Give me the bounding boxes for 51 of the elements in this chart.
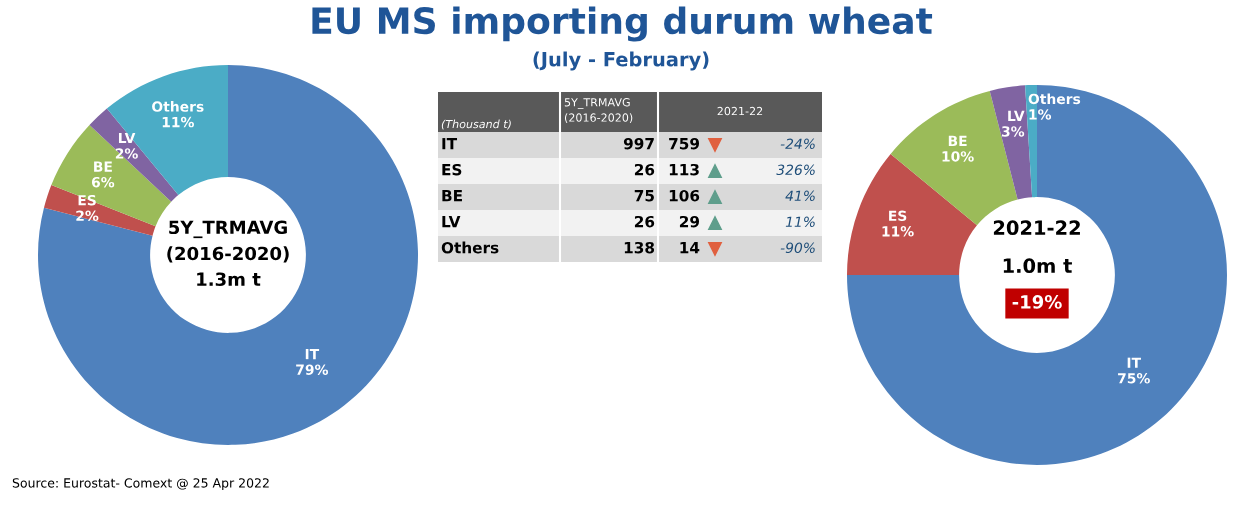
series-label: 5Y_TRMAVG (2016-2020) <box>564 98 633 124</box>
data-label: 41% <box>785 190 815 202</box>
data-label: -90% <box>780 242 815 254</box>
text: 2021-22 <box>993 220 1080 236</box>
text: (Thousand t) <box>441 119 511 130</box>
slice-label: Others <box>1028 93 1081 105</box>
data-label: 2% <box>76 210 99 222</box>
data-label: 759 <box>669 137 700 150</box>
data-label: 11% <box>882 226 914 237</box>
category-label: LV <box>442 216 461 228</box>
data-label: 75% <box>1118 373 1150 384</box>
data-label: 11% <box>162 116 194 128</box>
text: 2021-22 <box>717 106 763 116</box>
data-label: 14 <box>680 242 700 254</box>
data-label: 1% <box>1029 109 1052 120</box>
data-label: 6% <box>91 176 115 188</box>
data-label: 113 <box>669 163 699 176</box>
slice-label: LV <box>1008 110 1025 121</box>
slice-label: BE <box>94 161 112 172</box>
slice-label: Others <box>152 101 204 112</box>
data-label: 138 <box>624 241 655 254</box>
category-label: ES <box>442 163 462 176</box>
text: 5Y_TRMAVG (2016-2020) 1.3m t <box>167 220 289 287</box>
source-note: Source: Eurostat- Comext @ 25 Apr 2022 <box>12 478 269 491</box>
data-label: 3% <box>1001 126 1025 137</box>
text: EU MS importing durum wheat <box>312 6 933 42</box>
text: (July - February) <box>533 51 709 71</box>
slice-label: IT <box>1127 357 1141 368</box>
donut-slice <box>847 153 977 275</box>
category-label: IT <box>442 138 458 150</box>
slice-label: BE <box>948 135 967 146</box>
data-label: 10% <box>942 151 974 162</box>
data-label: 106 <box>669 189 700 202</box>
data-label: 997 <box>623 137 654 150</box>
data-label: 26 <box>634 215 655 228</box>
category-label: Others <box>441 241 499 254</box>
data-label: -24% <box>780 138 815 150</box>
data-label: 11% <box>785 216 815 228</box>
text: -19% <box>1012 295 1062 309</box>
slice-label: ES <box>889 210 907 222</box>
slice-label: LV <box>118 132 136 144</box>
text: 1.0m t <box>1003 258 1072 274</box>
data-label: 326% <box>776 164 815 176</box>
donut-slice <box>38 65 418 445</box>
slice-label: IT <box>305 349 320 360</box>
data-label: 29 <box>679 215 700 228</box>
category-label: BE <box>442 190 462 202</box>
data-label: 75 <box>634 190 654 202</box>
data-label: 26 <box>634 163 655 176</box>
donut-slice <box>847 85 1227 465</box>
data-label: 79% <box>296 364 329 375</box>
